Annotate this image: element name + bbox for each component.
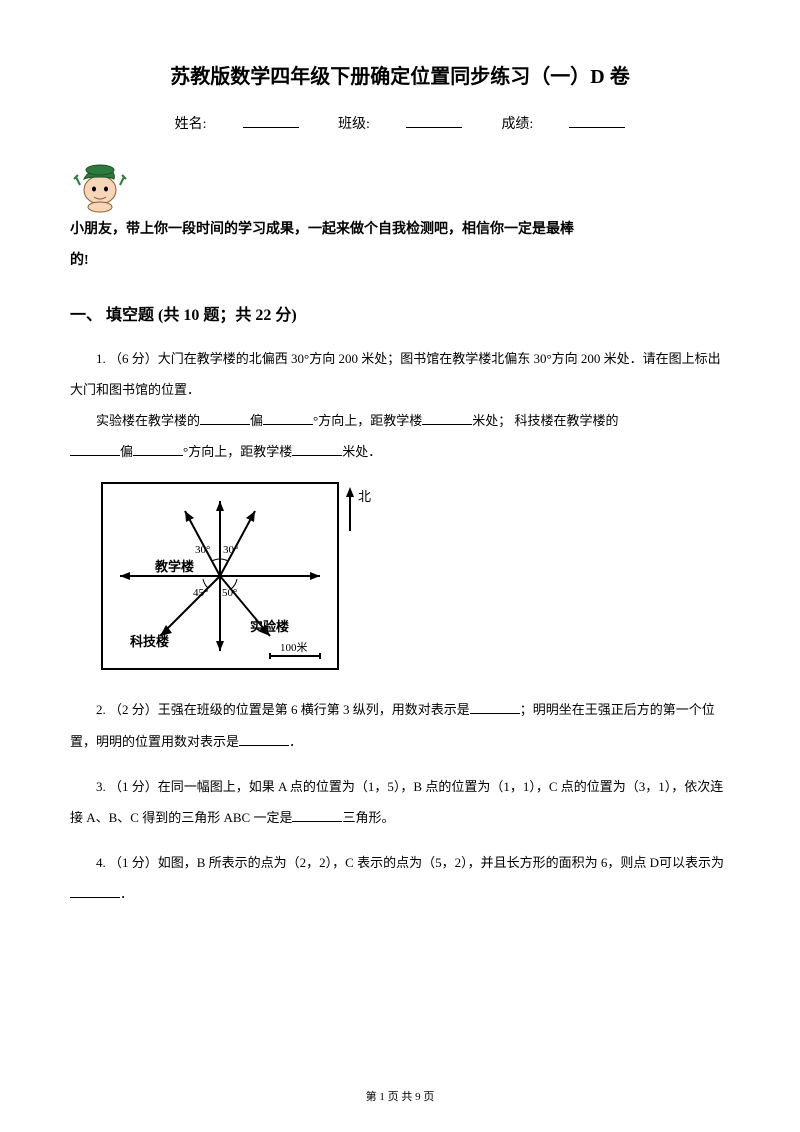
q1-sub1: 实验楼在教学楼的 偏 °方向上，距教学楼 米处； 科技楼在教学楼的 bbox=[70, 405, 730, 436]
q1-diagram: 北 30° 30° 45° 50° 教学楼 科技楼 实验楼 100米 bbox=[100, 481, 730, 676]
q1-text: 偏 bbox=[120, 444, 133, 459]
svg-text:实验楼: 实验楼 bbox=[250, 619, 289, 634]
q2-text: 2. （2 分）王强在班级的位置是第 6 横行第 3 纵列，用数对表示是 bbox=[96, 702, 470, 717]
header-fields: 姓名: 班级: 成绩: bbox=[70, 113, 730, 133]
q1-text: 实验楼在教学楼的 bbox=[96, 413, 200, 428]
page-footer: 第 1 页 共 9 页 bbox=[0, 1088, 800, 1104]
class-blank[interactable] bbox=[406, 114, 462, 128]
blank[interactable] bbox=[263, 412, 313, 425]
q3-text: 三角形。 bbox=[342, 810, 394, 825]
name-blank[interactable] bbox=[243, 114, 299, 128]
blank[interactable] bbox=[239, 733, 289, 746]
svg-text:教学楼: 教学楼 bbox=[154, 559, 194, 574]
page-title: 苏教版数学四年级下册确定位置同步练习（一）D 卷 bbox=[70, 60, 730, 89]
blank[interactable] bbox=[200, 412, 250, 425]
question-4: 4. （1 分）如图，B 所表示的点为（2，2），C 表示的点为（5，2），并且… bbox=[70, 847, 730, 909]
q3-text: 3. （1 分）在同一幅图上，如果 A 点的位置为（1，5），B 点的位置为（1… bbox=[70, 779, 723, 825]
q1-text: °方向上，距教学楼 bbox=[183, 444, 292, 459]
svg-text:100米: 100米 bbox=[280, 641, 308, 654]
question-1: 1. （6 分）大门在教学楼的北偏西 30°方向 200 米处；图书馆在教学楼北… bbox=[70, 343, 730, 468]
blank[interactable] bbox=[70, 443, 120, 456]
svg-text:科技楼: 科技楼 bbox=[130, 634, 169, 649]
svg-text:北: 北 bbox=[358, 489, 371, 504]
intro-line2: 的! bbox=[70, 246, 730, 277]
q1-sub2: 偏 °方向上，距教学楼 米处． bbox=[70, 436, 730, 467]
q1-text: 米处． bbox=[342, 444, 381, 459]
question-2: 2. （2 分）王强在班级的位置是第 6 横行第 3 纵列，用数对表示是；明明坐… bbox=[70, 694, 730, 756]
score-label: 成绩: bbox=[501, 117, 533, 132]
blank[interactable] bbox=[470, 701, 520, 714]
intro-block: 小朋友，带上你一段时间的学习成果，一起来做个自我检测吧，相信你一定是最棒 的! bbox=[70, 155, 730, 277]
blank[interactable] bbox=[133, 443, 183, 456]
intro-line1: 小朋友，带上你一段时间的学习成果，一起来做个自我检测吧，相信你一定是最棒 bbox=[70, 222, 574, 237]
q2-text: ． bbox=[289, 734, 302, 749]
svg-text:30°: 30° bbox=[223, 544, 238, 556]
q1-text: 偏 bbox=[250, 413, 263, 428]
question-3: 3. （1 分）在同一幅图上，如果 A 点的位置为（1，5），B 点的位置为（1… bbox=[70, 771, 730, 833]
section-title: 一、 填空题 (共 10 题；共 22 分) bbox=[70, 301, 730, 325]
blank[interactable] bbox=[292, 443, 342, 456]
q4-text: 4. （1 分）如图，B 所表示的点为（2，2），C 表示的点为（5，2），并且… bbox=[96, 855, 724, 870]
q4-text: ． bbox=[120, 886, 133, 901]
name-label: 姓名: bbox=[175, 117, 207, 132]
mascot-icon bbox=[70, 155, 130, 215]
blank[interactable] bbox=[422, 412, 472, 425]
svg-text:30°: 30° bbox=[195, 544, 210, 556]
blank[interactable] bbox=[70, 885, 120, 898]
q1-text: 米处； 科技楼在教学楼的 bbox=[472, 413, 618, 428]
q1-main: 1. （6 分）大门在教学楼的北偏西 30°方向 200 米处；图书馆在教学楼北… bbox=[70, 343, 730, 405]
q1-text: °方向上，距教学楼 bbox=[313, 413, 422, 428]
svg-text:45°: 45° bbox=[193, 587, 208, 599]
blank[interactable] bbox=[292, 809, 342, 822]
class-label: 班级: bbox=[338, 117, 370, 132]
score-blank[interactable] bbox=[569, 114, 625, 128]
svg-text:50°: 50° bbox=[222, 587, 237, 599]
